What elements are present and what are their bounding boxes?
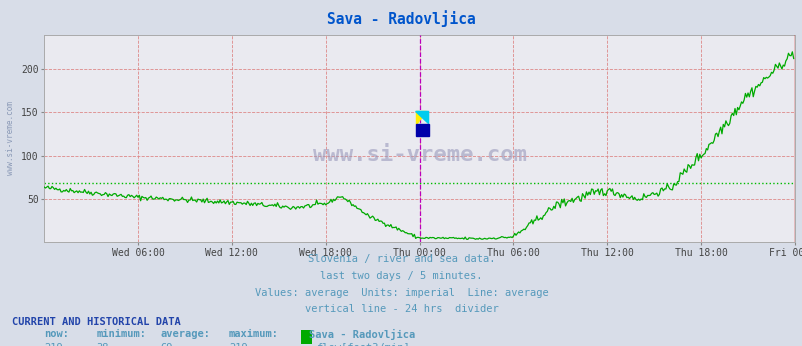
Text: 219: 219 [44, 343, 63, 346]
Text: Sava - Radovljica: Sava - Radovljica [326, 11, 476, 27]
Text: CURRENT AND HISTORICAL DATA: CURRENT AND HISTORICAL DATA [12, 317, 180, 327]
Text: Slovenia / river and sea data.: Slovenia / river and sea data. [307, 254, 495, 264]
Text: 38: 38 [96, 343, 109, 346]
Text: 69: 69 [160, 343, 173, 346]
Text: Values: average  Units: imperial  Line: average: Values: average Units: imperial Line: av… [254, 288, 548, 298]
Text: now:: now: [44, 329, 69, 339]
Text: minimum:: minimum: [96, 329, 146, 339]
Text: www.si-vreme.com: www.si-vreme.com [6, 101, 14, 175]
Text: 219: 219 [229, 343, 247, 346]
Text: flow[foot3/min]: flow[foot3/min] [315, 343, 409, 346]
Polygon shape [415, 111, 428, 124]
Text: www.si-vreme.com: www.si-vreme.com [312, 145, 526, 165]
Text: vertical line - 24 hrs  divider: vertical line - 24 hrs divider [304, 304, 498, 314]
Text: average:: average: [160, 329, 210, 339]
Text: last two days / 5 minutes.: last two days / 5 minutes. [320, 271, 482, 281]
Bar [415, 124, 428, 136]
Polygon shape [415, 111, 426, 124]
Text: maximum:: maximum: [229, 329, 278, 339]
Text: Sava - Radovljica: Sava - Radovljica [309, 329, 415, 340]
